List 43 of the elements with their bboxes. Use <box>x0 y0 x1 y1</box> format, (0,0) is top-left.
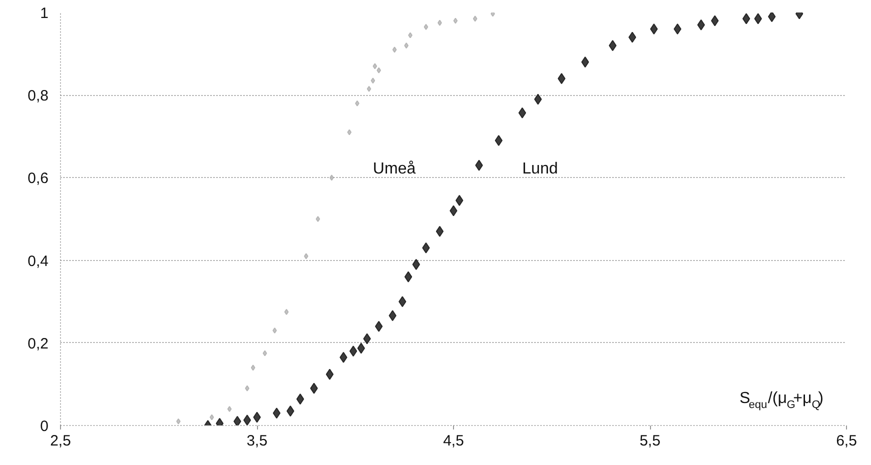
series-label: Lund <box>522 160 558 178</box>
point <box>326 368 334 380</box>
text: Umeå <box>372 160 416 178</box>
point <box>296 394 304 405</box>
point <box>436 226 444 237</box>
point <box>262 350 268 356</box>
point <box>742 13 750 24</box>
point <box>768 12 776 22</box>
point <box>370 78 376 84</box>
y-tick-label: 0,6 <box>28 170 49 188</box>
x-tick-label: 6,5 <box>836 432 857 450</box>
y-tick-label: 1 <box>40 5 48 22</box>
x-tick-label: 4,5 <box>443 432 464 450</box>
point <box>234 416 242 426</box>
point <box>250 364 256 371</box>
point <box>628 32 636 43</box>
y-tick-label: 0,4 <box>28 252 49 270</box>
point <box>304 253 308 260</box>
point <box>284 308 289 315</box>
point <box>347 129 352 136</box>
point <box>424 24 428 30</box>
point <box>227 406 232 412</box>
point <box>374 320 383 332</box>
point <box>176 418 181 424</box>
x-tick-label: 2,5 <box>50 432 71 450</box>
point <box>349 346 358 357</box>
y-tick-label: 0,8 <box>28 88 49 105</box>
point <box>243 414 252 426</box>
point <box>490 12 495 17</box>
point <box>366 86 372 92</box>
y-tick-label: 0,2 <box>28 335 49 352</box>
point <box>392 46 397 53</box>
point <box>518 107 526 118</box>
y-tick-label: 0 <box>40 418 48 435</box>
x-tick-label: 5,5 <box>640 432 660 450</box>
point <box>372 63 378 70</box>
point <box>494 135 503 146</box>
point <box>404 42 409 49</box>
point <box>453 18 458 24</box>
point <box>472 16 478 22</box>
point <box>404 271 412 282</box>
x-tick-label: 3,5 <box>246 432 268 450</box>
point <box>316 216 320 222</box>
